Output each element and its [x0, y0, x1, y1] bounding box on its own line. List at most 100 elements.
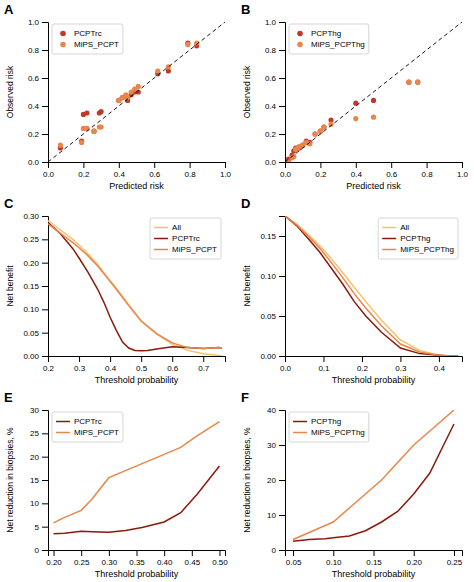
- x-tick-label: 0.15: [366, 558, 382, 567]
- x-tick: 0.3: [395, 356, 407, 373]
- x-tick: 0.5: [136, 356, 148, 373]
- x-tick: 0.30: [102, 550, 118, 567]
- x-axis: 0.00.20.40.60.81.0: [280, 162, 469, 179]
- x-tick: 0.6: [167, 356, 179, 373]
- line-series: [293, 410, 454, 540]
- x-tick-label: 0.20: [406, 558, 422, 567]
- y-tick: 0.20: [23, 259, 48, 268]
- x-tick-label: 0.2: [315, 170, 327, 179]
- legend-label: All: [400, 223, 409, 232]
- x-tick-mark: [172, 356, 173, 362]
- y-axis-line: [279, 23, 286, 163]
- y-tick-mark: [42, 50, 48, 51]
- y-tick: 0.6: [28, 74, 48, 83]
- x-tick: 0.25: [74, 550, 90, 567]
- x-axis-line: [286, 551, 463, 557]
- y-axis: 0.00.20.40.60.81.0: [265, 18, 286, 167]
- y-tick-mark: [42, 356, 48, 357]
- x-tick-mark: [137, 550, 138, 556]
- point: [91, 129, 96, 134]
- y-axis: 010203040: [267, 406, 285, 555]
- y-tick: 30: [30, 406, 48, 415]
- x-tick-mark: [219, 550, 220, 556]
- y-tick-label: 0.0: [265, 158, 277, 167]
- legend-label: PCPThg: [311, 29, 341, 38]
- point: [321, 124, 326, 129]
- y-tick-label: 0.2: [28, 130, 40, 139]
- x-tick-mark: [400, 356, 401, 362]
- x-tick-mark: [119, 162, 120, 168]
- panel-label: C: [4, 196, 14, 211]
- x-tick: 0.0: [43, 162, 55, 179]
- legend-frame: [289, 412, 369, 442]
- x-tick: 0.6: [149, 162, 161, 179]
- legend-marker: [154, 238, 168, 240]
- scatter-series: [286, 80, 420, 162]
- y-axis-title: Net benefit: [5, 265, 15, 307]
- y-tick: 0.15: [23, 282, 48, 291]
- x-axis-line: [49, 551, 226, 557]
- y-axis: 0.00.20.40.60.81.0: [28, 18, 49, 167]
- y-tick-label: 0.0: [28, 158, 40, 167]
- x-tick-mark: [427, 162, 428, 168]
- x-tick-mark: [154, 162, 155, 168]
- line-series: [285, 216, 458, 356]
- reference-line: [285, 22, 462, 162]
- panel-label: B: [241, 2, 250, 17]
- y-tick: 10: [30, 499, 48, 508]
- x-tick-mark: [141, 356, 142, 362]
- scatter-series: [58, 40, 199, 150]
- x-tick-mark: [323, 356, 324, 362]
- x-tick-label: 0.1: [318, 364, 330, 373]
- y-tick-label: 10: [267, 511, 276, 520]
- point: [371, 115, 376, 120]
- legend: PCPThgMiPS_PCPThg: [289, 24, 369, 54]
- y-tick-label: 1.0: [28, 18, 40, 27]
- y-tick-mark: [279, 356, 285, 357]
- y-tick-label: 0.4: [28, 102, 40, 111]
- x-tick: 0.35: [129, 550, 145, 567]
- y-axis: 0.000.050.100.150.200.250.30: [23, 212, 48, 361]
- y-tick-mark: [42, 239, 48, 240]
- y-tick: 0.30: [23, 212, 48, 221]
- y-tick-mark: [279, 316, 285, 317]
- legend-frame: [52, 412, 123, 442]
- x-tick-label: 0.2: [78, 170, 90, 179]
- x-tick-label: 0.6: [167, 364, 179, 373]
- plot-area: [285, 216, 458, 356]
- y-tick-mark: [279, 550, 285, 551]
- y-tick-label: 0.10: [23, 305, 39, 314]
- y-tick-label: 0: [35, 546, 40, 555]
- plot-area: [293, 410, 454, 541]
- y-tick-label: 15: [30, 476, 39, 485]
- x-tick-label: 0.20: [46, 558, 62, 567]
- y-axis-line: [42, 217, 49, 357]
- x-tick-mark: [54, 550, 55, 556]
- y-tick-mark: [42, 134, 48, 135]
- legend: PCPThgMiPS_PCPThg: [289, 412, 369, 442]
- y-tick-label: 0.4: [265, 102, 277, 111]
- x-tick-mark: [362, 356, 363, 362]
- x-tick: 0.1: [318, 356, 330, 373]
- x-axis: 0.200.250.300.350.400.450.50: [46, 550, 228, 567]
- x-tick-label: 0.6: [386, 170, 398, 179]
- y-tick-label: 0.10: [260, 272, 276, 281]
- y-tick-mark: [42, 162, 48, 163]
- legend: PCPTrcMiPS_PCPT: [52, 412, 123, 442]
- legend-frame: [150, 218, 221, 259]
- y-tick: 40: [267, 406, 285, 415]
- panel: 0.20.30.40.50.60.70.000.050.100.150.200.…: [4, 196, 226, 385]
- figure: 0.00.20.40.60.81.00.00.20.40.60.81.0Pred…: [0, 0, 474, 582]
- y-tick-label: 0.15: [260, 232, 276, 241]
- y-tick: 20: [267, 476, 285, 485]
- legend-label: PCPTrc: [74, 417, 102, 426]
- x-tick-label: 0.2: [43, 364, 55, 373]
- panel-label: D: [241, 196, 250, 211]
- point: [406, 80, 411, 85]
- x-tick: 0.8: [422, 162, 434, 179]
- y-tick-mark: [279, 162, 285, 163]
- x-tick-label: 0.0: [280, 364, 292, 373]
- x-tick-mark: [414, 550, 415, 556]
- x-axis: 0.050.100.150.200.25: [286, 550, 463, 567]
- y-tick-label: 0.6: [28, 74, 40, 83]
